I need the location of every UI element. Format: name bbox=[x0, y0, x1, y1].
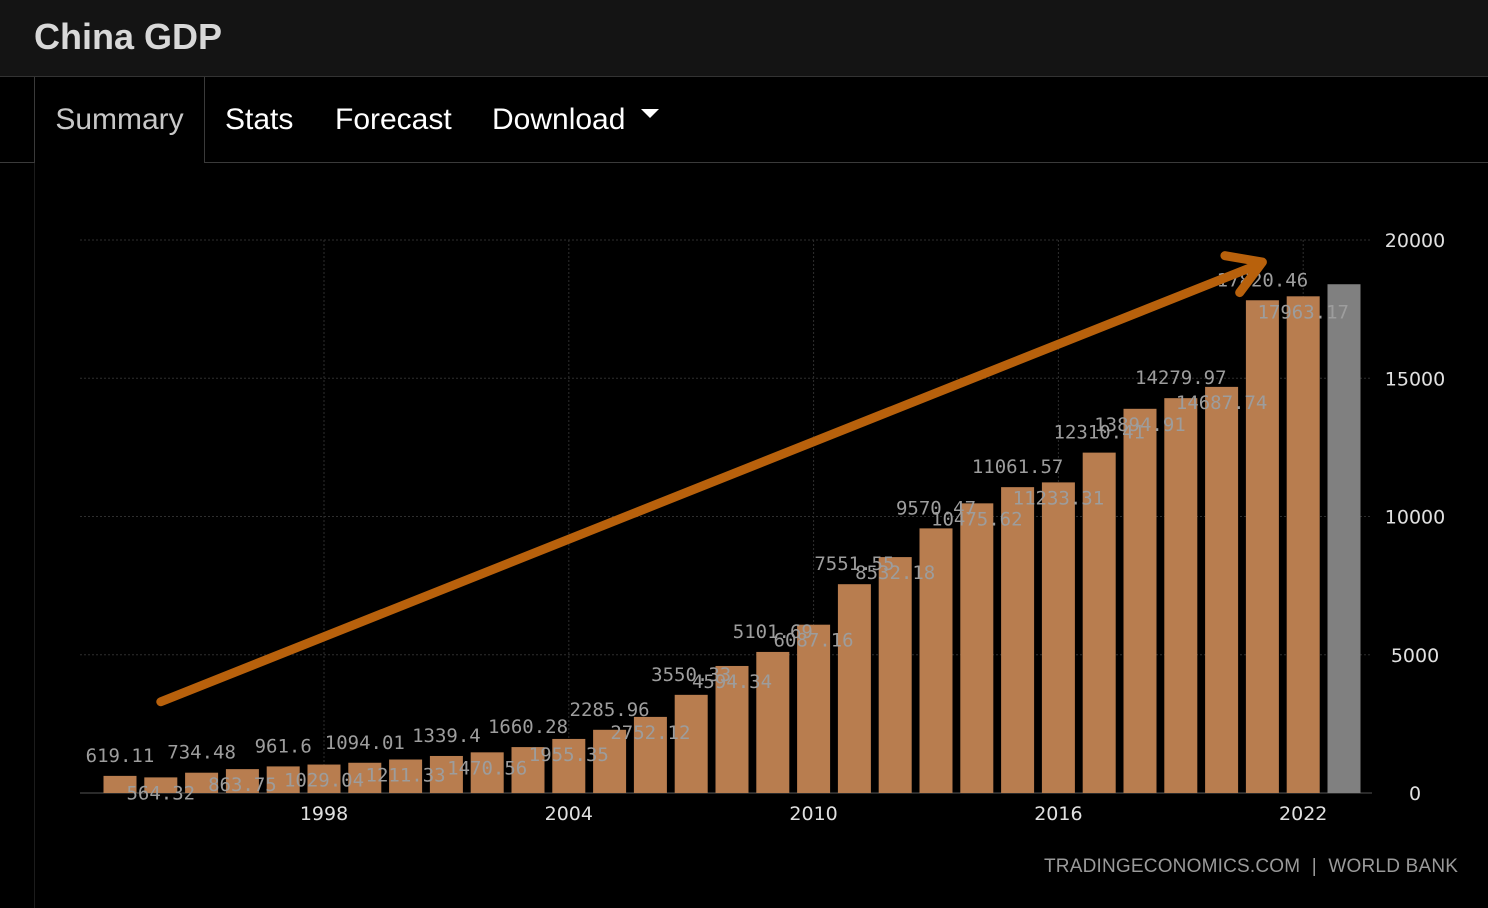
tab-stats[interactable]: Stats bbox=[225, 103, 294, 136]
data-bar bbox=[1164, 398, 1198, 793]
value-label: 619.11 bbox=[86, 745, 155, 767]
value-label: 6087.16 bbox=[774, 630, 854, 652]
data-bar bbox=[389, 759, 423, 793]
data-bar bbox=[837, 584, 871, 793]
value-label: 12310.41 bbox=[1053, 422, 1145, 444]
value-label: 1029.04 bbox=[284, 770, 364, 792]
data-bar bbox=[103, 775, 137, 793]
tab-bar: Summary Stats Forecast Download bbox=[0, 77, 1488, 163]
source-site[interactable]: TRADINGECONOMICS.COM bbox=[1044, 856, 1301, 877]
x-tick-label: 2010 bbox=[789, 803, 837, 825]
x-tick-label: 2016 bbox=[1034, 803, 1082, 825]
value-label: 7551.55 bbox=[814, 553, 894, 575]
y-tick-label: 0 bbox=[1409, 783, 1421, 805]
value-label: 2285.96 bbox=[570, 699, 650, 721]
data-bar bbox=[674, 694, 708, 793]
header-bar: China GDP bbox=[0, 0, 1488, 77]
value-label: 734.48 bbox=[167, 742, 236, 764]
tab-summary[interactable]: Summary bbox=[34, 77, 205, 163]
data-bar bbox=[633, 716, 667, 793]
value-label: 863.75 bbox=[208, 774, 277, 796]
data-bar bbox=[960, 503, 994, 793]
content-divider bbox=[34, 163, 35, 908]
data-bar bbox=[1205, 386, 1239, 793]
data-bar bbox=[144, 777, 178, 793]
data-bar bbox=[511, 747, 545, 793]
data-bar bbox=[225, 769, 259, 793]
value-label: 8532.18 bbox=[855, 562, 935, 584]
tab-download-label: Download bbox=[492, 103, 626, 136]
data-bar bbox=[919, 528, 953, 793]
source-credit: TRADINGECONOMICS.COM | WORLD BANK bbox=[1044, 856, 1458, 878]
data-bar bbox=[878, 557, 912, 793]
data-bar bbox=[1123, 408, 1157, 793]
value-label: 5101.69 bbox=[733, 621, 813, 643]
value-label: 1470.56 bbox=[447, 757, 527, 779]
value-labels: 619.11 564.32 734.48 863.75 961.6 1029.04 1094… bbox=[86, 269, 1349, 804]
x-tick-label: 2004 bbox=[545, 803, 593, 825]
data-bar bbox=[1082, 452, 1116, 793]
data-bar bbox=[715, 665, 749, 793]
data-bar bbox=[552, 738, 586, 793]
y-tick-label: 20000 bbox=[1385, 230, 1445, 252]
y-tick-label: 15000 bbox=[1385, 368, 1445, 390]
value-label: 1211.33 bbox=[366, 765, 446, 787]
value-label: 14687.74 bbox=[1176, 392, 1268, 414]
data-bar bbox=[593, 729, 627, 793]
data-bar bbox=[1041, 482, 1075, 793]
forecast-bar bbox=[1327, 284, 1361, 793]
tab-download[interactable]: Download bbox=[492, 77, 660, 162]
value-label: 17963.17 bbox=[1257, 301, 1349, 323]
value-label: 13894.91 bbox=[1094, 414, 1186, 436]
bars bbox=[103, 284, 1361, 793]
data-bar bbox=[756, 651, 790, 793]
value-label: 11061.57 bbox=[972, 456, 1064, 478]
value-label: 10475.62 bbox=[931, 508, 1023, 530]
data-bar bbox=[429, 755, 463, 793]
x-tick-label: 2022 bbox=[1279, 803, 1327, 825]
axis-labels: 20000 15000 10000 5000 0 1998 2004 2010 2016 2022 bbox=[300, 230, 1445, 825]
data-bar bbox=[307, 764, 341, 793]
value-label: 1955.35 bbox=[529, 744, 609, 766]
value-label: 9570.47 bbox=[896, 497, 976, 519]
trend-arrow-shaft bbox=[156, 261, 1259, 707]
source-provider: WORLD BANK bbox=[1328, 856, 1459, 877]
value-label: 2752.12 bbox=[610, 722, 690, 744]
value-label: 4594.34 bbox=[692, 671, 772, 693]
data-bar bbox=[1286, 296, 1320, 793]
y-tick-label: 10000 bbox=[1385, 507, 1445, 529]
data-bar bbox=[1245, 300, 1279, 793]
x-tick-label: 1998 bbox=[300, 803, 348, 825]
data-bar bbox=[266, 766, 300, 793]
value-label: 961.6 bbox=[255, 735, 312, 757]
data-bar bbox=[1001, 487, 1035, 793]
value-label: 11233.31 bbox=[1013, 487, 1105, 509]
value-label: 1339.4 bbox=[412, 725, 481, 747]
value-label: 14279.97 bbox=[1135, 367, 1227, 389]
data-bar bbox=[470, 752, 504, 793]
tab-forecast[interactable]: Forecast bbox=[335, 103, 452, 136]
value-label: 564.32 bbox=[126, 782, 195, 804]
data-bar bbox=[797, 624, 831, 793]
y-tick-label: 5000 bbox=[1391, 645, 1439, 667]
value-label: 3550.33 bbox=[651, 664, 731, 686]
trend-arrow bbox=[156, 251, 1267, 707]
source-separator: | bbox=[1311, 856, 1317, 877]
value-label: 1660.28 bbox=[488, 716, 568, 738]
page-title: China GDP bbox=[34, 16, 223, 57]
caret-down-icon bbox=[641, 108, 660, 118]
arrow-head-icon bbox=[1220, 251, 1267, 298]
data-bar bbox=[185, 772, 219, 793]
value-label: 1094.01 bbox=[325, 732, 405, 754]
data-bar bbox=[348, 762, 382, 793]
